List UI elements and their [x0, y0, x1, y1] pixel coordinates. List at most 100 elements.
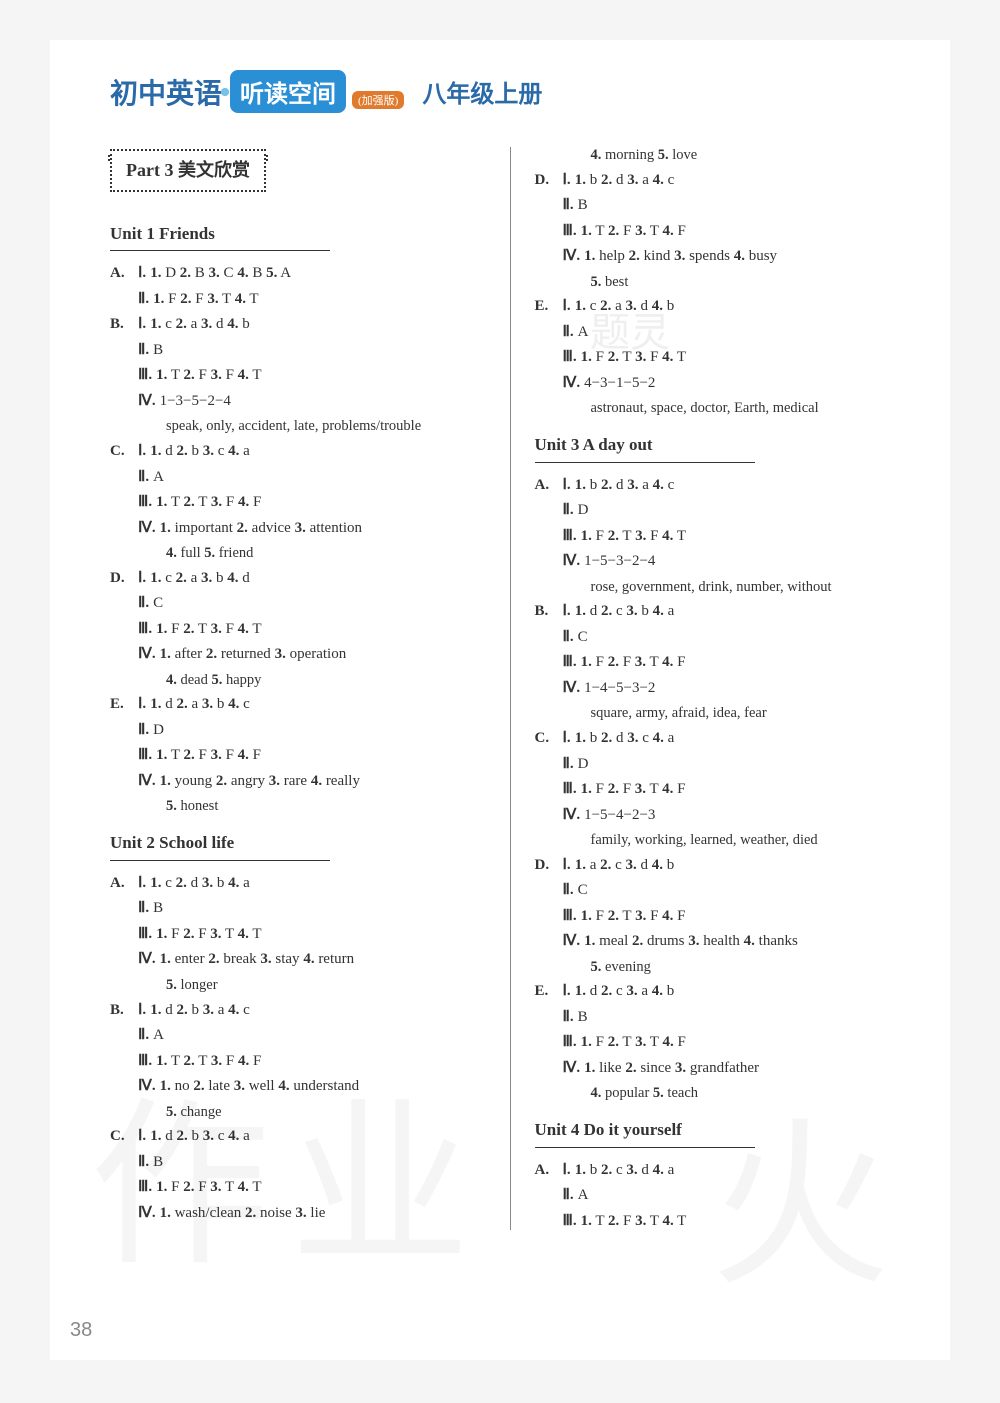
u1E-III: 1. T 2. F 3. F 4. F	[156, 747, 261, 763]
u3C-II: D	[578, 756, 589, 772]
u3B-III: 1. F 2. F 3. T 4. F	[581, 654, 686, 670]
letter-A: A.	[110, 261, 138, 287]
u3D-IV2: 5. evening	[535, 955, 911, 980]
u3D-III: 1. F 2. T 3. F 4. F	[581, 908, 686, 924]
u4A-III: 1. T 2. F 3. T 4. T	[581, 1213, 687, 1229]
u2B-III: 1. T 2. T 3. F 4. F	[156, 1053, 261, 1069]
u1D-III: 1. F 2. T 3. F 4. T	[156, 621, 261, 637]
u3E-IV2: 4. popular 5. teach	[535, 1081, 911, 1106]
u1E-IV: 1. young 2. angry 3. rare 4. really	[160, 773, 360, 789]
u3E-II: B	[578, 1009, 588, 1025]
u2B-II: A	[153, 1027, 164, 1043]
u1D-IV2: 4. dead 5. happy	[110, 668, 486, 693]
u3B-I: 1. d 2. c 3. b 4. a	[575, 603, 675, 619]
column-divider	[510, 147, 511, 1230]
u1A-I: 1. D 2. B 3. C 4. B 5. A	[150, 265, 291, 281]
u3B-II: C	[578, 629, 588, 645]
u1C-III: 1. T 2. T 3. F 4. F	[156, 494, 261, 510]
cE-words: astronaut, space, doctor, Earth, medical	[535, 396, 911, 421]
part-title-box: Part 3 美文欣赏	[110, 149, 266, 192]
cD-IV2: 5. best	[535, 270, 911, 295]
u2B-IV: 1. no 2. late 3. well 4. understand	[160, 1078, 360, 1094]
unit4-underline	[535, 1147, 755, 1148]
u1D-IV: 1. after 2. returned 3. operation	[160, 646, 347, 662]
u2A-III: 1. F 2. F 3. T 4. T	[156, 926, 261, 942]
unit1-underline	[110, 250, 330, 251]
unit4-title: Unit 4 Do it yourself	[535, 1116, 682, 1145]
content-columns: Part 3 美文欣赏 Unit 1 Friends A. Ⅰ.1. D 2. …	[110, 143, 910, 1234]
header-right-text: 八年级上册	[422, 74, 542, 109]
cD-I: 1. b 2. d 3. a 4. c	[575, 172, 675, 188]
unit1-title: Unit 1 Friends	[110, 220, 215, 249]
u3C-III: 1. F 2. F 3. T 4. F	[581, 781, 686, 797]
cE-II: A	[578, 324, 589, 340]
unit2-underline	[110, 860, 330, 861]
u2C-I: 1. d 2. b 3. c 4. a	[150, 1128, 250, 1144]
left-column: Part 3 美文欣赏 Unit 1 Friends A. Ⅰ.1. D 2. …	[110, 143, 486, 1234]
u2B-IV2: 5. change	[110, 1100, 486, 1125]
unit3-title: Unit 3 A day out	[535, 431, 653, 460]
u3A-IV: 1−5−3−2−4	[584, 553, 655, 569]
unit2-title: Unit 2 School life	[110, 829, 234, 858]
u2A-IV: 1. enter 2. break 3. stay 4. return	[160, 951, 355, 967]
u1D: D. Ⅰ.1. c 2. a 3. b 4. d	[110, 566, 486, 592]
u1C: C. Ⅰ.1. d 2. b 3. c 4. a	[110, 439, 486, 465]
u2C-II: B	[153, 1154, 163, 1170]
cE-I: 1. c 2. a 3. d 4. b	[575, 298, 675, 314]
page-header: 初中英语 听读空间 (加强版) 八年级上册	[110, 70, 910, 113]
u3C-I: 1. b 2. d 3. c 4. a	[575, 730, 675, 746]
u1A-II: 1. F 2. F 3. T 4. T	[153, 291, 258, 307]
u1C-IV2: 4. full 5. friend	[110, 541, 486, 566]
u1D-I: 1. c 2. a 3. b 4. d	[150, 570, 250, 586]
cD-IV: 1. help 2. kind 3. spends 4. busy	[584, 248, 777, 264]
u1E-I: 1. d 2. a 3. b 4. c	[150, 696, 250, 712]
u2C-III: 1. F 2. F 3. T 4. T	[156, 1179, 261, 1195]
u3D-II: C	[578, 882, 588, 898]
u3E-III: 1. F 2. T 3. T 4. F	[581, 1034, 686, 1050]
header-left-text: 初中英语	[110, 72, 222, 112]
u1B-IV: 1−3−5−2−4	[160, 393, 231, 409]
part-box-wrap: Part 3 美文欣赏	[110, 149, 486, 192]
cE-III: 1. F 2. T 3. F 4. T	[581, 349, 686, 365]
u1C-II: A	[153, 469, 164, 485]
u3C-words: family, working, learned, weather, died	[535, 828, 911, 853]
u3D-I: 1. a 2. c 3. d 4. b	[575, 857, 675, 873]
u1E-II: D	[153, 722, 164, 738]
cont-extra: 4. morning 5. love	[535, 143, 911, 168]
u3C-IV: 1−5−4−2−3	[584, 807, 655, 823]
unit1-block: Unit 1 Friends A. Ⅰ.1. D 2. B 3. C 4. B …	[110, 210, 486, 819]
u2A-II: B	[153, 900, 163, 916]
unit3-underline	[535, 462, 755, 463]
u1A: A. Ⅰ.1. D 2. B 3. C 4. B 5. A	[110, 261, 486, 287]
u3E-I: 1. d 2. c 3. a 4. b	[575, 983, 675, 999]
u1C-I: 1. d 2. b 3. c 4. a	[150, 443, 250, 459]
u3B-words: square, army, afraid, idea, fear	[535, 701, 911, 726]
u3A-words: rose, government, drink, number, without	[535, 575, 911, 600]
unit2-block: Unit 2 School life A. Ⅰ.1. c 2. d 3. b 4…	[110, 819, 486, 1226]
u3A-I: 1. b 2. d 3. a 4. c	[575, 477, 675, 493]
u2B-I: 1. d 2. b 3. a 4. c	[150, 1002, 250, 1018]
u2A-IV2: 5. longer	[110, 973, 486, 998]
u3A-II: D	[578, 502, 589, 518]
cE-IV: 4−3−1−5−2	[584, 375, 655, 391]
u1B-I: 1. c 2. a 3. d 4. b	[150, 316, 250, 332]
u3E-IV: 1. like 2. since 3. grandfather	[584, 1060, 759, 1076]
u1B: B. Ⅰ.1. c 2. a 3. d 4. b	[110, 312, 486, 338]
page: 初中英语 听读空间 (加强版) 八年级上册 Part 3 美文欣赏 Unit 1…	[50, 40, 950, 1360]
u1C-IV: 1. important 2. advice 3. attention	[160, 520, 362, 536]
header-badge: 听读空间	[230, 70, 346, 113]
cD-III: 1. T 2. F 3. T 4. F	[581, 223, 686, 239]
u4A-II: A	[578, 1187, 589, 1203]
u2C-IV: 1. wash/clean 2. noise 3. lie	[160, 1205, 326, 1221]
right-column: 4. morning 5. love D. Ⅰ.1. b 2. d 3. a 4…	[535, 143, 911, 1234]
u3A-III: 1. F 2. T 3. F 4. T	[581, 528, 686, 544]
u3D-IV: 1. meal 2. drums 3. health 4. thanks	[584, 933, 798, 949]
header-sub-badge: (加强版)	[352, 91, 404, 109]
u3B-IV: 1−4−5−3−2	[584, 680, 655, 696]
u1E: E. Ⅰ.1. d 2. a 3. b 4. c	[110, 692, 486, 718]
cD-II: B	[578, 197, 588, 213]
page-number: 38	[70, 1319, 92, 1342]
u1B-III: 1. T 2. F 3. F 4. T	[156, 367, 261, 383]
u1E-IV2: 5. honest	[110, 794, 486, 819]
u2A-I: 1. c 2. d 3. b 4. a	[150, 875, 250, 891]
